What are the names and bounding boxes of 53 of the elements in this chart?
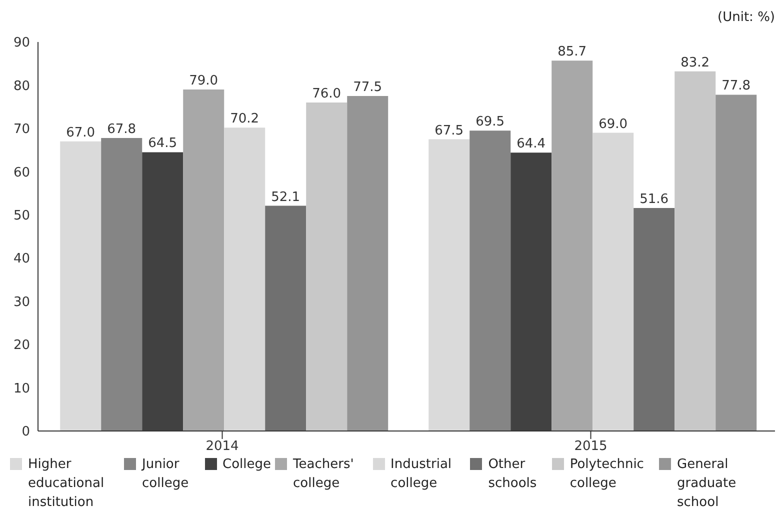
- legend-label: Higher educational institution: [28, 456, 106, 512]
- data-label: 69.5: [476, 114, 505, 130]
- y-tick-label: 50: [13, 208, 30, 224]
- data-label: 69.0: [598, 116, 628, 132]
- legend-label: Junior college: [142, 456, 190, 493]
- y-tick-label: 70: [13, 122, 30, 138]
- bar: [60, 141, 102, 431]
- y-tick-label: 90: [13, 36, 30, 51]
- bar: [716, 94, 757, 431]
- data-label: 67.8: [107, 122, 136, 137]
- bar: [510, 152, 552, 431]
- bar: [428, 139, 470, 431]
- bar: [552, 60, 593, 431]
- data-label: 67.0: [66, 125, 96, 140]
- y-tick-label: 30: [13, 294, 30, 310]
- bar: [306, 102, 348, 431]
- data-label: 70.2: [230, 112, 260, 127]
- y-tick-label: 60: [13, 165, 30, 180]
- y-tick-label: 0: [22, 424, 30, 440]
- data-label: 52.1: [271, 190, 300, 205]
- y-tick-label: 40: [13, 252, 30, 267]
- bar: [224, 128, 266, 431]
- data-label: 77.5: [353, 80, 382, 96]
- legend-label: General graduate school: [677, 456, 738, 512]
- y-tick-label: 10: [13, 381, 30, 396]
- legend-label: Polytechnic college: [570, 456, 645, 493]
- bar: [265, 206, 306, 431]
- legend-label: Teachers' college: [293, 456, 355, 493]
- bar: [142, 152, 184, 431]
- bar: [634, 208, 675, 431]
- bar: [674, 71, 716, 431]
- data-label: 67.5: [434, 123, 464, 138]
- data-label: 77.8: [722, 78, 751, 94]
- y-tick-label: 20: [13, 338, 30, 354]
- data-label: 76.0: [312, 86, 342, 102]
- data-label: 64.5: [148, 136, 178, 152]
- data-label: 83.2: [680, 55, 710, 70]
- bar: [470, 130, 511, 431]
- x-tick-label: 2014: [206, 439, 239, 454]
- data-label: 85.7: [558, 44, 587, 60]
- data-label: 64.4: [516, 136, 546, 152]
- x-tick-label: 2015: [574, 439, 608, 454]
- bar: [183, 90, 224, 431]
- data-label: 51.6: [640, 192, 669, 207]
- bar: [592, 132, 634, 431]
- bar: [347, 96, 388, 431]
- y-tick-label: 80: [13, 78, 30, 94]
- legend-label: Other schools: [488, 456, 538, 493]
- bar: [101, 138, 142, 431]
- legend-label: Industrial college: [390, 456, 453, 493]
- text: (Unit: %): [718, 10, 775, 25]
- legend-label: College: [222, 456, 272, 474]
- data-label: 79.0: [189, 74, 218, 89]
